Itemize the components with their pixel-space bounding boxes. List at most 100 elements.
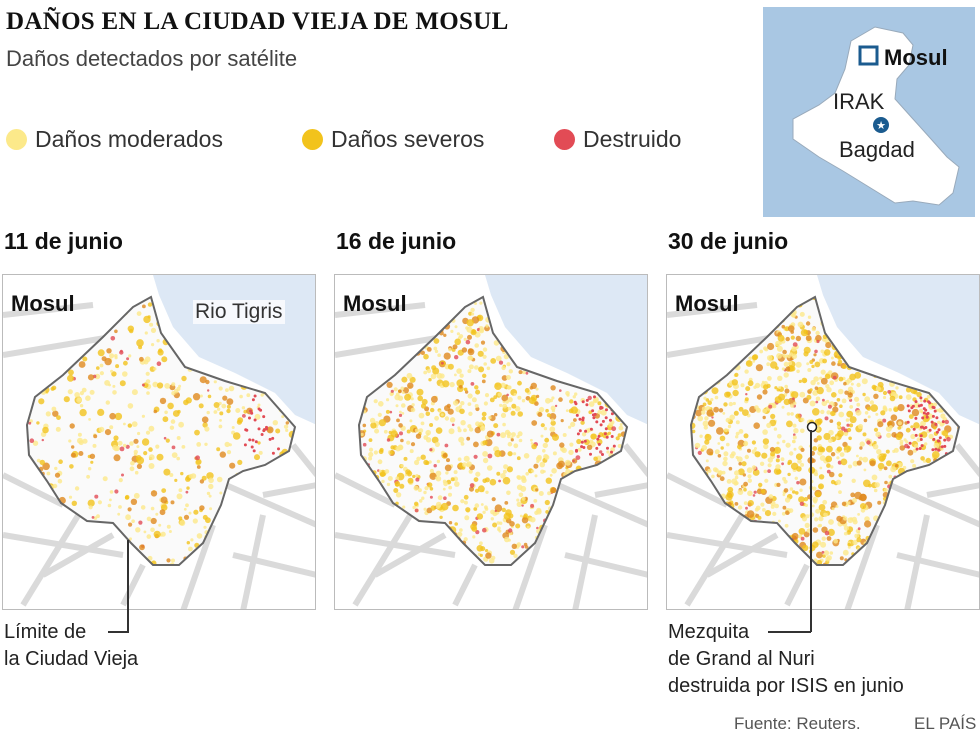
destroyed-dot xyxy=(250,411,254,415)
damage-dot xyxy=(826,445,833,453)
damage-dot xyxy=(559,389,562,392)
damage-dot xyxy=(910,425,914,429)
damage-dot xyxy=(69,464,74,469)
damage-dot xyxy=(901,539,907,545)
damage-dot xyxy=(226,404,231,409)
damage-dot xyxy=(225,517,230,522)
damage-dot xyxy=(880,371,886,377)
damage-dot xyxy=(163,436,167,440)
damage-dot xyxy=(418,428,424,433)
damage-dot xyxy=(54,466,58,471)
damage-dot xyxy=(364,511,369,517)
damage-dot xyxy=(426,523,431,528)
damage-dot xyxy=(845,418,850,422)
damage-dot xyxy=(882,418,887,423)
damage-dot xyxy=(216,407,221,411)
damage-dot xyxy=(27,404,31,408)
damage-dot xyxy=(778,309,783,314)
destroyed-dot xyxy=(934,447,938,451)
damage-dot xyxy=(457,531,463,537)
damage-dot xyxy=(774,559,781,565)
damage-dot xyxy=(114,489,119,494)
damage-dot xyxy=(797,459,802,464)
damage-dot xyxy=(800,447,805,452)
destroyed-dot xyxy=(919,403,923,407)
damage-dot xyxy=(692,330,698,336)
damage-dot xyxy=(131,421,138,427)
damage-dot xyxy=(726,362,730,366)
damage-dot xyxy=(405,535,412,542)
damage-dot xyxy=(474,302,477,305)
damage-dot xyxy=(952,474,959,482)
damage-dot xyxy=(434,349,439,354)
damage-dot xyxy=(770,561,774,565)
damage-dot xyxy=(708,419,716,427)
damage-dot xyxy=(807,315,812,319)
damage-dot xyxy=(409,419,413,423)
damage-dot xyxy=(781,511,786,516)
damage-dot xyxy=(238,522,242,526)
damage-dot xyxy=(467,369,472,374)
damage-dot xyxy=(791,391,799,399)
damage-dot xyxy=(109,353,115,359)
damage-dot xyxy=(851,478,856,483)
damage-dot xyxy=(746,524,750,528)
damage-dot xyxy=(506,362,511,367)
damage-dot xyxy=(97,554,102,558)
damage-dot xyxy=(700,372,705,378)
damage-dot xyxy=(137,431,141,436)
damage-dot xyxy=(722,460,728,467)
damage-dot xyxy=(815,508,821,514)
damage-dot xyxy=(378,519,383,525)
old-city-boundary xyxy=(689,295,961,566)
damage-dot xyxy=(112,384,116,388)
damage-dot xyxy=(45,411,51,417)
destroyed-dot xyxy=(585,403,589,407)
damage-dot xyxy=(622,552,627,556)
damage-dot xyxy=(875,412,879,416)
damage-dot xyxy=(883,466,888,471)
damage-dot xyxy=(876,449,882,455)
damage-dot xyxy=(28,421,32,425)
damage-dot xyxy=(948,545,955,553)
damage-dot xyxy=(544,543,551,550)
damage-dot xyxy=(487,300,491,304)
damage-dot xyxy=(864,516,870,522)
damage-dot xyxy=(81,387,87,393)
damage-dot xyxy=(784,497,791,503)
damage-dot xyxy=(839,404,843,408)
damage-dot xyxy=(738,560,744,565)
damage-dot xyxy=(498,479,501,483)
damage-dot xyxy=(368,520,373,524)
damage-dot xyxy=(486,366,491,371)
boundary-annotation-line1: Límite de xyxy=(4,621,87,643)
damage-dot xyxy=(910,433,916,440)
damage-dot xyxy=(815,400,819,404)
damage-dot xyxy=(899,543,904,549)
damage-dot xyxy=(385,409,390,414)
damage-dot xyxy=(164,383,171,389)
damage-dot xyxy=(565,391,570,396)
damage-dot xyxy=(754,524,758,528)
damage-dot xyxy=(443,496,447,500)
panel-city-label-2: Mosul xyxy=(343,291,407,316)
destroyed-dot xyxy=(941,398,945,402)
damage-dot xyxy=(812,408,820,416)
damage-dot xyxy=(456,332,460,336)
damage-dot xyxy=(878,455,885,462)
damage-dot xyxy=(594,550,598,554)
damage-dot xyxy=(460,420,466,426)
damage-dot xyxy=(240,378,246,384)
damage-dot xyxy=(875,386,881,392)
damage-dot xyxy=(242,414,246,418)
damage-dot xyxy=(434,312,439,318)
damage-dot xyxy=(102,544,106,548)
damage-dot xyxy=(785,442,791,448)
damage-dot xyxy=(157,349,164,356)
damage-dot xyxy=(825,342,832,349)
damage-dot xyxy=(871,554,875,558)
damage-dot xyxy=(599,450,603,454)
damage-dot xyxy=(362,556,368,562)
damage-dot xyxy=(713,406,719,413)
damage-dot xyxy=(829,419,834,423)
